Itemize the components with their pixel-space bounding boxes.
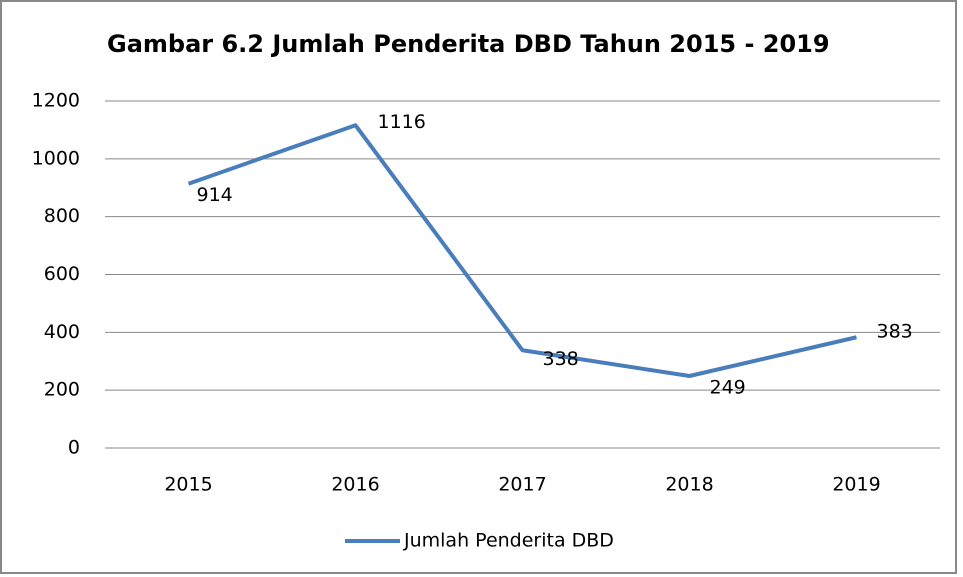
y-tick-label: 600: [44, 263, 80, 285]
data-label: 383: [877, 321, 913, 343]
y-tick-label: 1000: [32, 147, 80, 169]
chart-title: Gambar 6.2 Jumlah Penderita DBD Tahun 20…: [107, 30, 830, 58]
x-tick-label: 2017: [498, 474, 546, 496]
x-tick-label: 2016: [331, 474, 379, 496]
y-tick-label: 1200: [32, 90, 80, 112]
data-line: [187, 123, 857, 378]
data-label: 338: [543, 348, 579, 370]
data-label: 1116: [378, 111, 426, 133]
data-label: 249: [710, 376, 746, 398]
y-tick-label: 200: [44, 379, 80, 401]
y-tick-label: 0: [68, 437, 80, 459]
legend-label: Jumlah Penderita DBD: [403, 530, 614, 552]
x-tick-label: 2018: [665, 474, 713, 496]
y-tick-label: 800: [44, 205, 80, 227]
data-label: 914: [197, 184, 233, 206]
x-tick-label: 2019: [832, 474, 880, 496]
x-tick-label: 2015: [164, 474, 212, 496]
y-tick-label: 400: [44, 321, 80, 343]
